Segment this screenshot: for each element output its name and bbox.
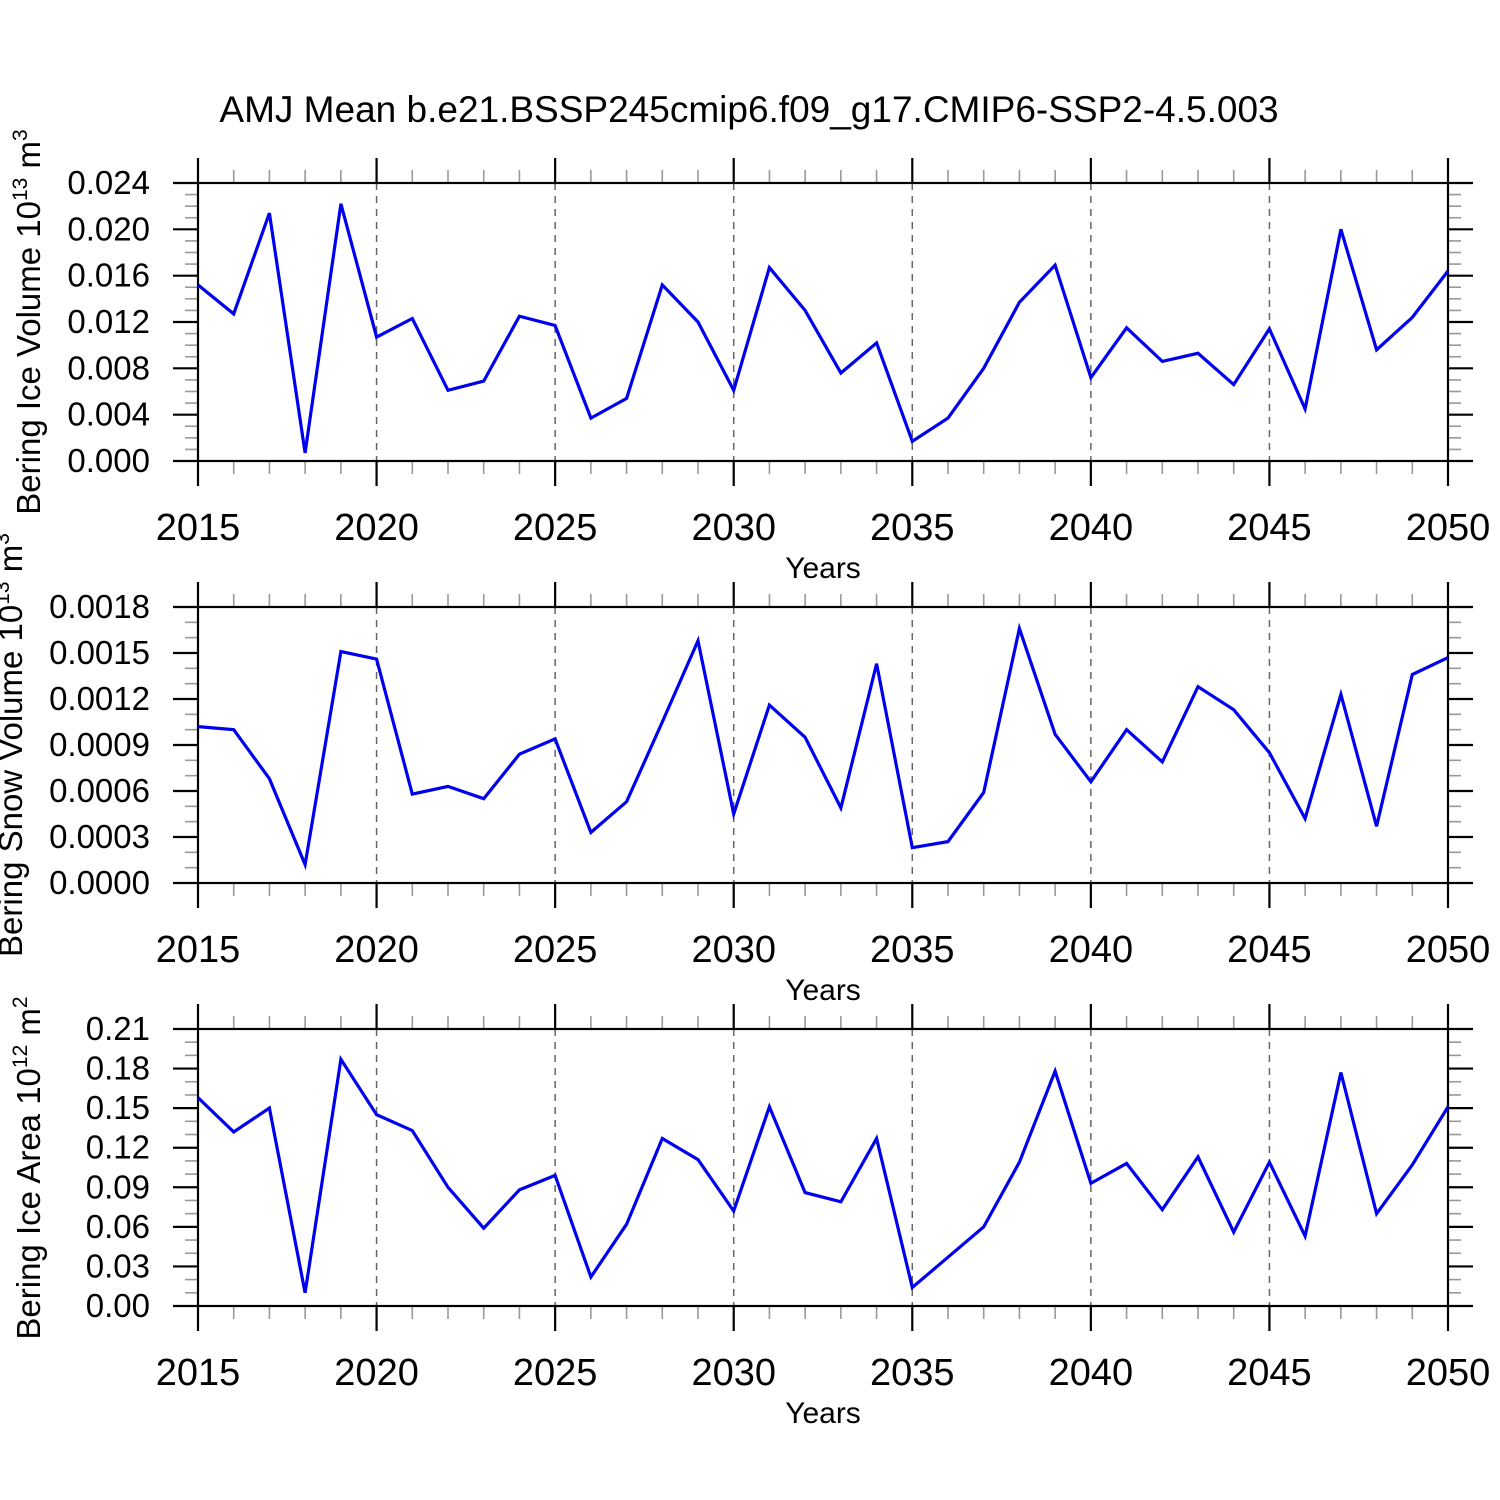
ice-volume-x-axis-title: Years [785,552,861,585]
y-axis-title-superscript: 3 [0,533,14,545]
y-tick-label: 0.016 [67,257,150,294]
x-tick-label: 2045 [1227,929,1312,971]
y-axis-title-superscript: 2 [9,996,32,1008]
y-tick-label: 0.004 [67,396,150,433]
x-tick-label: 2040 [1049,1352,1134,1394]
ice-volume-plot-area: 0.000 0.004 0.008 0.012 0.016 0.020 0.024 2015 2… [67,158,1490,549]
y-tick-label: 0.03 [86,1247,150,1284]
snow-volume-plot-area: 0.0000 0.0003 0.0006 0.0009 0.0012 0.0015 0.00… [49,582,1490,971]
x-tick-label: 2025 [513,929,598,971]
x-tick-label: 2025 [513,1352,598,1394]
data-line-bering-snow-volume [197,622,1449,871]
x-tick-label: 2015 [156,929,241,971]
x-tick-label: 2035 [870,507,955,549]
snow-volume-y-axis-title: Bering Snow Volume 1013 m3 [0,533,29,957]
y-tick-label: 0.21 [86,1010,150,1047]
x-tick-label: 2015 [156,507,241,549]
x-tick-label: 2045 [1227,507,1312,549]
y-tick-label: 0.12 [86,1129,150,1166]
y-axis-title-text: Bering Ice Area 10 [10,1068,47,1340]
panel-ice-area: Bering Ice Area 1012 m2 Years 0.000.030.… [9,996,1490,1430]
y-tick-label: 0.00 [86,1287,150,1324]
y-tick-label: 0.06 [86,1208,150,1245]
y-tick-label: 0.020 [67,210,150,247]
y-axis-title-text: m [10,1008,47,1045]
ice-area-y-axis-title: Bering Ice Area 1012 m2 [9,996,47,1339]
x-tick-label: 2040 [1049,507,1134,549]
x-tick-label: 2050 [1406,507,1491,549]
y-tick-label: 0.008 [67,349,150,386]
ice-area-plot-area: 0.000.030.060.090.120.150.180.21 2015 2020… [86,1004,1491,1394]
y-tick-label: 0.09 [86,1168,150,1205]
y-tick-label: 0.15 [86,1089,150,1126]
y-axis-title-superscript: 13 [0,581,14,604]
x-tick-label: 2020 [334,929,419,971]
data-line-bering-ice-volume [196,203,1450,454]
y-tick-label: 0.0006 [49,772,150,809]
x-tick-label: 2035 [870,929,955,971]
x-tick-label: 2040 [1049,929,1134,971]
y-tick-label: 0.0018 [49,588,150,625]
x-tick-label: 2030 [691,929,776,971]
x-tick-label: 2045 [1227,1352,1312,1394]
y-tick-label: 0.024 [67,164,150,201]
y-tick-label: 0.0012 [49,680,150,717]
ice-area-x-axis-title: Years [785,1397,861,1430]
x-tick-label: 2030 [691,507,776,549]
y-axis-title-text: Bering Ice Volume 10 [10,201,47,515]
x-tick-label: 2050 [1406,1352,1491,1394]
y-tick-label: 0.0003 [49,818,150,855]
y-tick-label: 0.000 [67,442,150,479]
x-tick-label: 2020 [334,507,419,549]
data-line-bering-ice-area [196,1054,1450,1294]
y-tick-label: 0.18 [86,1050,150,1087]
plot-frame [196,605,1450,885]
y-axis-title-text: m [10,141,47,178]
snow-volume-x-axis-title: Years [785,974,861,1007]
panel-snow-volume: Bering Snow Volume 1013 m3 Years 0.00000… [0,533,1490,1007]
y-axis-title-text: m [0,545,29,582]
plot-frame [196,181,1450,463]
x-tick-label: 2035 [870,1352,955,1394]
y-tick-label: 0.012 [67,303,150,340]
y-tick-label: 0.0009 [49,726,150,763]
x-tick-label: 2020 [334,1352,419,1394]
y-tick-label: 0.0000 [49,864,150,901]
plot-frame [196,1027,1450,1308]
x-tick-label: 2030 [691,1352,776,1394]
x-tick-label: 2050 [1406,929,1491,971]
ice-volume-y-axis-title: Bering Ice Volume 1013 m3 [9,129,47,514]
y-axis-title-superscript: 3 [9,129,32,141]
figure-title: AMJ Mean b.e21.BSSP245cmip6.f09_g17.CMIP… [219,89,1278,130]
y-axis-title-superscript: 13 [9,178,32,201]
y-axis-title-superscript: 12 [9,1045,32,1068]
y-axis-title-text: Bering Snow Volume 10 [0,605,29,957]
x-tick-label: 2025 [513,507,598,549]
x-tick-label: 2015 [156,1352,241,1394]
y-tick-label: 0.0015 [49,634,150,671]
panel-ice-volume: Bering Ice Volume 1013 m3 Years 0.0000.0… [9,129,1490,585]
